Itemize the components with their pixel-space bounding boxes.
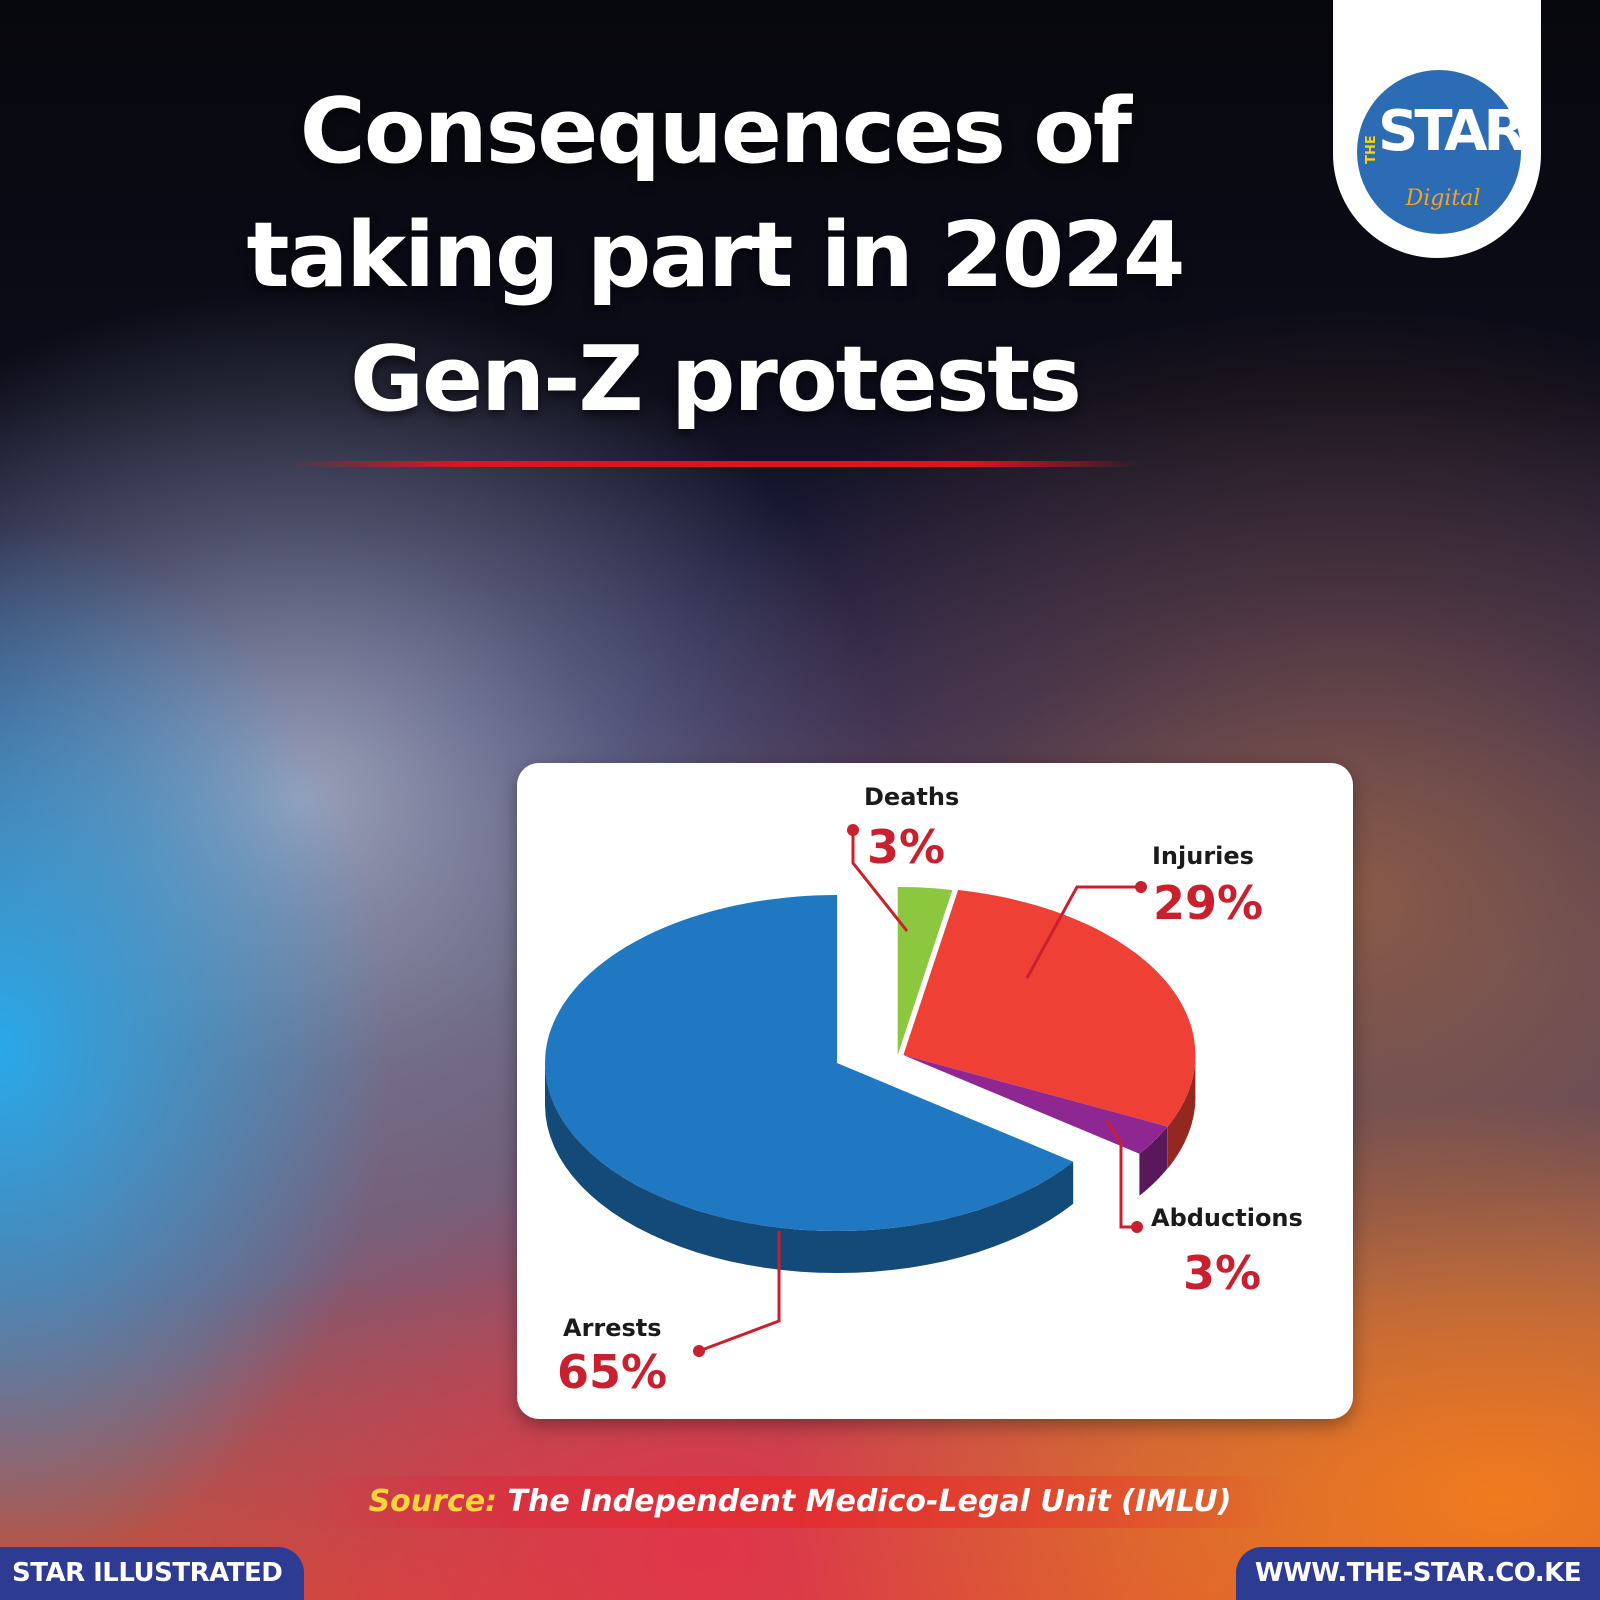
title-line-3: Gen-Z protests — [350, 327, 1082, 432]
slice-side-injuries — [1167, 1055, 1196, 1169]
star-logo — [1357, 70, 1521, 234]
chart-card: Deaths 3% Injuries 29% Abductions 3% Arrests 65… — [517, 763, 1353, 1419]
slice-side-abductions — [1139, 1126, 1168, 1196]
label-name-deaths: Deaths — [864, 783, 959, 811]
slice-side-arrests — [545, 1063, 1074, 1273]
source-band — [310, 1476, 1290, 1528]
page-title: Consequences of taking part in 2024 Gen-… — [150, 70, 1280, 442]
pie-chart: Deaths 3% Injuries 29% Abductions 3% Arrests 65… — [545, 783, 1303, 1399]
label-value-deaths: 3% — [867, 820, 945, 874]
leader-dot-deaths — [847, 824, 859, 836]
slice-arrests — [545, 895, 1074, 1231]
logo-digital: Digital — [1405, 186, 1481, 211]
slice-abductions — [903, 1055, 1168, 1154]
label-name-injuries: Injuries — [1152, 842, 1254, 870]
label-value-abductions: 3% — [1183, 1246, 1261, 1300]
title-divider — [290, 461, 1140, 467]
title-line-1: Consequences of — [299, 79, 1132, 184]
footer-brand: STAR ILLUSTRATED — [0, 1547, 304, 1600]
label-value-arrests: 65% — [557, 1345, 667, 1399]
leader-line-abductions — [1105, 1120, 1137, 1229]
slice-injuries — [903, 890, 1196, 1127]
slice-deaths — [897, 887, 953, 1055]
title-line-2: taking part in 2024 — [246, 203, 1186, 308]
footer-website: WWW.THE-STAR.CO.KE — [1236, 1547, 1600, 1600]
leader-dot-injuries — [1135, 881, 1147, 893]
leader-line-injuries — [1025, 885, 1141, 979]
label-name-arrests: Arrests — [563, 1314, 662, 1342]
source-text: The Independent Medico-Legal Unit (IMLU) — [507, 1484, 1232, 1519]
logo-wordmark: STAR — [1378, 99, 1527, 164]
leader-dot-abductions — [1131, 1221, 1143, 1233]
source-line: Source: The Independent Medico-Legal Uni… — [310, 1478, 1290, 1526]
source-label: Source: — [368, 1484, 498, 1519]
leader-dot-arrests — [693, 1345, 705, 1357]
leader-line-deaths — [851, 830, 909, 932]
label-value-injuries: 29% — [1153, 876, 1263, 930]
logo-the: THE — [1363, 135, 1379, 164]
leader-line-arrests — [698, 1231, 781, 1353]
label-name-abductions: Abductions — [1151, 1204, 1303, 1232]
